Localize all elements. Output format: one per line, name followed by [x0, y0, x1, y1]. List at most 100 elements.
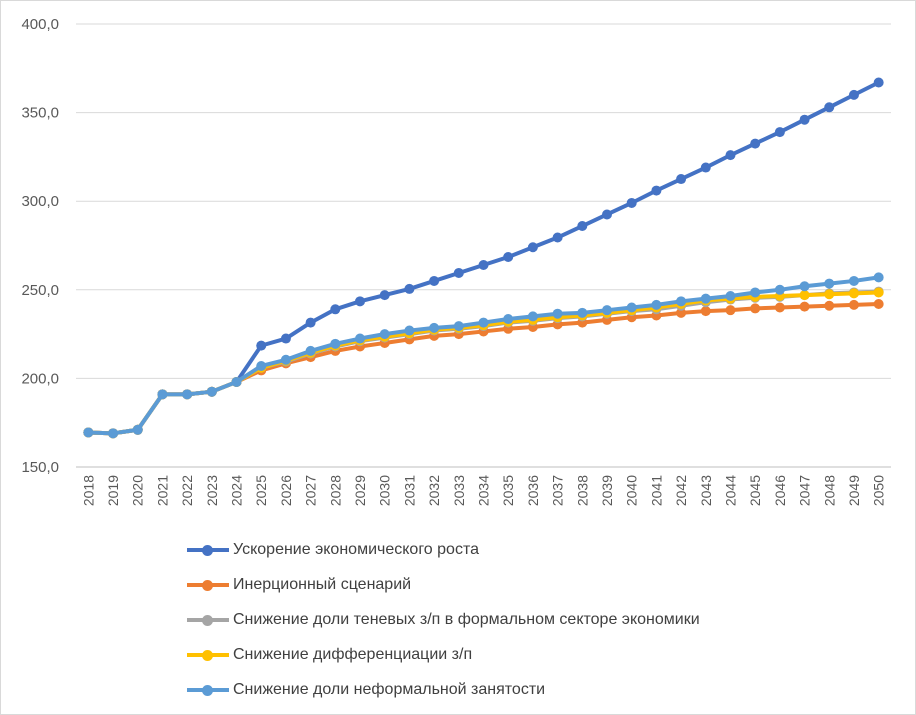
x-tick-label: 2037	[550, 475, 566, 506]
x-tick-label: 2023	[204, 475, 220, 506]
data-point	[429, 275, 440, 286]
data-point	[700, 293, 711, 304]
data-point	[848, 288, 859, 299]
series-line-4	[86, 275, 881, 436]
data-point	[824, 102, 835, 113]
data-point	[799, 114, 810, 125]
data-point	[601, 305, 612, 316]
data-point	[799, 290, 810, 301]
legend: Ускорение экономического роста Инерционн…	[187, 532, 887, 707]
data-point	[774, 127, 785, 138]
legend-label-2: Снижение доли теневых з/п в формальном с…	[233, 610, 700, 628]
legend-swatch-0	[187, 544, 229, 556]
x-tick-label: 2048	[821, 475, 837, 506]
y-tick-label: 250,0	[21, 282, 59, 299]
gridlines	[76, 23, 891, 468]
data-point	[503, 314, 514, 325]
data-point	[503, 252, 514, 263]
data-point	[651, 299, 662, 310]
data-point	[379, 329, 390, 340]
data-point	[527, 311, 538, 322]
x-tick-label: 2040	[624, 475, 640, 506]
data-point	[83, 427, 94, 438]
data-point	[750, 303, 761, 314]
legend-item-series-0: Ускорение экономического роста	[187, 532, 887, 567]
series-line-2	[86, 289, 881, 436]
data-point	[577, 221, 588, 232]
data-point	[873, 77, 884, 88]
legend-item-series-4: Снижение доли неформальной занятости	[187, 672, 887, 707]
data-point	[577, 307, 588, 318]
data-point	[280, 333, 291, 344]
x-axis-tick-labels: 2018 2019 2020 2021 2022 2023 2024 2025 2026 2027…	[80, 475, 886, 506]
data-point	[108, 428, 119, 439]
x-tick-label: 2027	[303, 475, 319, 506]
data-point	[280, 354, 291, 365]
data-point	[700, 162, 711, 173]
x-tick-label: 2047	[797, 475, 813, 506]
data-point	[157, 389, 168, 400]
y-tick-label: 300,0	[21, 193, 59, 210]
legend-swatch-1	[187, 579, 229, 591]
x-tick-label: 2020	[130, 475, 146, 506]
legend-swatch-3	[187, 649, 229, 661]
data-point	[305, 317, 316, 328]
data-point	[404, 325, 415, 336]
x-tick-label: 2019	[105, 475, 121, 506]
data-point	[355, 296, 366, 307]
data-point	[552, 308, 563, 319]
y-axis-tick-labels: 150,0 200,0 250,0 300,0 350,0 400,0	[21, 16, 59, 476]
x-tick-label: 2034	[476, 475, 492, 506]
data-point	[206, 386, 217, 397]
data-point	[676, 307, 687, 318]
x-tick-label: 2032	[426, 475, 442, 506]
data-point	[873, 298, 884, 309]
x-tick-label: 2045	[747, 475, 763, 506]
data-point	[429, 322, 440, 333]
x-tick-label: 2033	[451, 475, 467, 506]
x-tick-label: 2044	[722, 475, 738, 506]
data-point	[330, 338, 341, 349]
series-0	[83, 77, 884, 439]
data-point	[750, 287, 761, 298]
data-point	[848, 275, 859, 286]
legend-label-4: Снижение доли неформальной занятости	[233, 680, 546, 698]
series-lines	[83, 77, 884, 439]
x-tick-label: 2050	[871, 475, 887, 506]
data-point	[824, 278, 835, 289]
x-tick-label: 2025	[253, 475, 269, 506]
x-tick-label: 2046	[772, 475, 788, 506]
data-point	[799, 281, 810, 292]
data-point	[478, 259, 489, 270]
x-tick-label: 2024	[229, 475, 245, 506]
x-tick-label: 2041	[648, 475, 664, 506]
data-point	[700, 306, 711, 317]
legend-item-series-3: Снижение дифференциации з/п	[187, 637, 887, 672]
data-point	[626, 197, 637, 208]
legend-label-1: Инерционный сценарий	[233, 575, 412, 593]
data-point	[725, 291, 736, 302]
x-tick-label: 2042	[673, 475, 689, 506]
data-point	[453, 267, 464, 278]
data-point	[305, 345, 316, 356]
data-point	[527, 242, 538, 253]
legend-label-3: Снижение дифференциации з/п	[233, 645, 473, 663]
data-point	[256, 360, 267, 371]
data-point	[750, 138, 761, 149]
data-point	[601, 209, 612, 220]
y-tick-label: 400,0	[21, 16, 59, 33]
data-point	[676, 174, 687, 185]
y-tick-label: 350,0	[21, 105, 59, 122]
data-point	[379, 290, 390, 301]
y-tick-label: 150,0	[21, 459, 59, 476]
x-tick-label: 2031	[401, 475, 417, 506]
data-point	[355, 333, 366, 344]
data-point	[651, 185, 662, 196]
data-point	[478, 317, 489, 328]
series-line-0	[86, 80, 881, 436]
data-point	[404, 283, 415, 294]
x-tick-label: 2018	[80, 475, 96, 506]
x-tick-label: 2022	[179, 475, 195, 506]
data-point	[873, 272, 884, 283]
